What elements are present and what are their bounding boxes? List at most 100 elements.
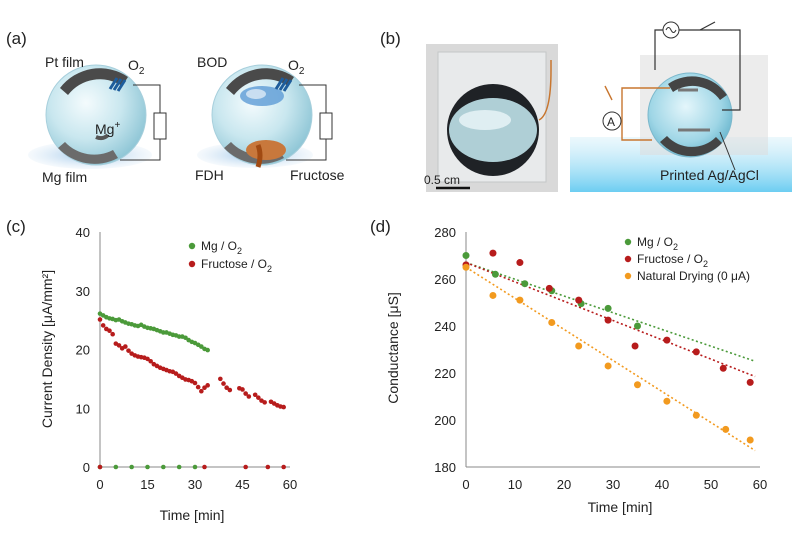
droplet-sphere xyxy=(647,72,733,158)
y-tick-label: 280 xyxy=(434,225,456,240)
panel-b-label: (b) xyxy=(380,29,401,48)
legend-label: Fructose / O2 xyxy=(637,252,708,269)
fructose-label: Fructose xyxy=(290,167,345,183)
switch-icon xyxy=(699,21,716,31)
data-point xyxy=(97,317,103,322)
data-point xyxy=(110,331,115,337)
data-point xyxy=(663,397,671,405)
data-point xyxy=(516,259,524,267)
dc-circuit-wire xyxy=(621,87,670,141)
data-point xyxy=(243,391,248,396)
legend-marker xyxy=(624,238,632,246)
o2-label: O2 xyxy=(288,57,305,77)
bod-enzyme-highlight xyxy=(246,89,266,99)
device-schematic: A Printed Ag/AgCl xyxy=(570,21,792,192)
data-point xyxy=(246,394,252,399)
data-point xyxy=(281,464,286,470)
data-point xyxy=(634,322,641,330)
x-tick-label: 40 xyxy=(655,477,669,492)
data-point xyxy=(123,344,128,349)
cell-fructose-diagram: BOD O2 FDH Fructose xyxy=(195,54,345,183)
data-point xyxy=(256,395,261,400)
panel-a: (a) Pt film O2 Mg+ Mg film xyxy=(6,29,345,185)
panel-b: (b) 0.5 cm xyxy=(380,21,792,192)
trendline xyxy=(465,266,756,452)
x-axis-label: Time [min] xyxy=(160,507,225,523)
y-tick-label: 200 xyxy=(434,413,456,428)
data-point xyxy=(100,323,106,328)
data-point xyxy=(205,383,210,388)
resistor xyxy=(153,112,167,140)
mg-ion-arrow-icon xyxy=(95,133,110,141)
y-tick-label: 0 xyxy=(83,460,90,475)
x-tick-label: 15 xyxy=(140,477,154,492)
panel-c-label: (c) xyxy=(6,217,26,236)
data-point xyxy=(545,284,553,292)
chart-current-density: (c) 0 15 30 45 60 0 10 20 30 40 Mg / O2Fructose … xyxy=(6,217,297,523)
data-point xyxy=(145,356,150,362)
data-point xyxy=(199,388,204,394)
data-point xyxy=(192,380,198,386)
data-point xyxy=(692,348,700,356)
mg-film-label: Mg film xyxy=(42,169,87,185)
x-axis-label: Time [min] xyxy=(588,499,653,515)
data-point xyxy=(663,336,671,344)
data-point xyxy=(521,280,529,288)
fdh-label: FDH xyxy=(195,167,224,183)
data-point xyxy=(205,347,210,353)
bottom-electrode xyxy=(660,136,722,157)
data-point xyxy=(462,263,470,271)
data-point xyxy=(491,270,499,278)
legend-marker xyxy=(188,260,196,268)
pt-film-label: Pt film xyxy=(45,54,84,70)
x-tick-labels: 0 15 30 45 60 xyxy=(96,477,297,492)
oxygen-arrow-icon xyxy=(108,77,127,92)
y-tick-label: 40 xyxy=(76,225,90,240)
data-point xyxy=(265,464,271,470)
o2-label: O2 xyxy=(128,57,145,77)
y-tick-labels: 0 10 20 30 40 xyxy=(76,225,90,475)
photo-droplet-highlight xyxy=(459,110,511,130)
data-point xyxy=(634,381,641,389)
x-tick-label: 50 xyxy=(704,477,718,492)
fructose-arrow-icon xyxy=(255,144,263,168)
data-point xyxy=(161,330,166,335)
data-point xyxy=(489,291,497,299)
data-point xyxy=(202,464,207,470)
ac-circuit-wire xyxy=(654,29,741,111)
electrode-label: Printed Ag/AgCl xyxy=(660,167,759,183)
dc-switch-icon xyxy=(604,85,613,101)
y-tick-label: 180 xyxy=(434,460,456,475)
data-point xyxy=(719,364,727,372)
y-tick-label: 10 xyxy=(76,401,90,416)
data-point xyxy=(243,464,248,470)
data-point xyxy=(116,343,122,348)
pt-film-electrode xyxy=(226,68,294,95)
mg-ion-label: Mg+ xyxy=(95,120,120,137)
x-tick-label: 60 xyxy=(283,477,297,492)
data-point xyxy=(604,316,612,324)
data-point xyxy=(692,411,700,419)
pt-film-electrode xyxy=(60,68,128,95)
chart-conductance: (d) 0 10 20 30 40 50 60 180 200 220 240 260 280 Mg … xyxy=(370,217,767,515)
data-point xyxy=(516,296,524,304)
legend-marker xyxy=(624,255,632,263)
data-point xyxy=(176,334,182,339)
data-point xyxy=(199,344,204,349)
ac-wave-icon xyxy=(665,27,677,33)
data-point xyxy=(126,348,131,353)
data-point xyxy=(548,318,556,326)
cell-mg-diagram: Pt film O2 Mg+ Mg film xyxy=(28,54,167,185)
x-tick-label: 0 xyxy=(96,477,103,492)
x-tick-label: 20 xyxy=(557,477,571,492)
data-points xyxy=(462,249,754,444)
legend-label: Mg / O2 xyxy=(637,235,678,252)
trendlines xyxy=(465,261,756,452)
data-point xyxy=(161,464,166,470)
electrode-pointer xyxy=(719,131,736,171)
data-point xyxy=(631,342,639,350)
y-tick-label: 30 xyxy=(76,284,90,299)
